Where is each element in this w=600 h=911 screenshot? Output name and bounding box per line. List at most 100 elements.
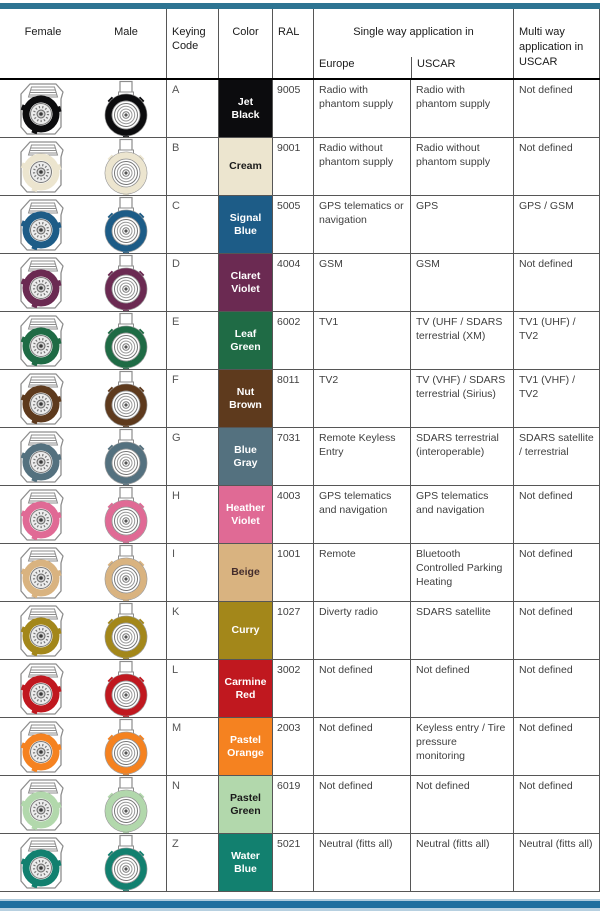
bottom-accent-line-fade <box>0 908 600 911</box>
table-row: E Leaf Green 6002 TV1 TV (UHF / SDARS te… <box>0 312 600 370</box>
male-connector <box>86 254 166 311</box>
application-multi-uscar: TV1 (VHF) / TV2 <box>513 370 600 427</box>
keying-code: A <box>166 80 218 137</box>
color-swatch: Curry <box>218 602 272 659</box>
keying-code: L <box>166 660 218 717</box>
female-connector-icon <box>20 662 64 715</box>
female-connector <box>0 486 86 543</box>
male-connector <box>86 370 166 427</box>
application-multi-uscar: Neutral (fitts all) <box>513 834 600 891</box>
female-connector-icon <box>20 836 64 889</box>
application-uscar: TV (VHF) / SDARS terrestrial (Sirius) <box>410 370 513 427</box>
color-swatch: Nut Brown <box>218 370 272 427</box>
header-single-way-subrow: Europe USCAR <box>314 57 513 78</box>
male-connector-icon <box>104 138 148 195</box>
application-europe: Diverty radio <box>313 602 410 659</box>
ral-number: 1027 <box>272 602 313 659</box>
ral-number: 5021 <box>272 834 313 891</box>
keying-code: F <box>166 370 218 427</box>
table-row: G Blue Gray 7031 Remote Keyless Entry SD… <box>0 428 600 486</box>
application-uscar: GPS telematics and navigation <box>410 486 513 543</box>
female-connector-icon <box>20 720 64 773</box>
keying-code: B <box>166 138 218 195</box>
header-male: Male <box>114 26 138 38</box>
application-uscar: Not defined <box>410 776 513 833</box>
male-connector <box>86 80 166 137</box>
header-keying-code: Keying Code <box>166 9 218 78</box>
header-single-way-title: Single way application in <box>353 26 474 38</box>
male-connector-icon <box>104 834 148 891</box>
ral-number: 6002 <box>272 312 313 369</box>
male-connector-icon <box>104 544 148 601</box>
female-connector <box>0 602 86 659</box>
male-connector <box>86 428 166 485</box>
female-connector <box>0 428 86 485</box>
female-connector <box>0 834 86 891</box>
table-row: L Carmine Red 3002 Not defined Not defin… <box>0 660 600 718</box>
application-uscar: GPS <box>410 196 513 253</box>
application-multi-uscar: TV1 (UHF) / TV2 <box>513 312 600 369</box>
application-uscar: Keyless entry / Tire pressure monitoring <box>410 718 513 775</box>
table-row: B Cream 9001 Radio without phantom suppl… <box>0 138 600 196</box>
ral-number: 5005 <box>272 196 313 253</box>
application-multi-uscar: Not defined <box>513 486 600 543</box>
male-connector <box>86 544 166 601</box>
application-uscar: Neutral (fitts all) <box>410 834 513 891</box>
ral-number: 7031 <box>272 428 313 485</box>
male-connector <box>86 486 166 543</box>
application-uscar: SDARS terrestrial (interoperable) <box>410 428 513 485</box>
table-row: Z Water Blue 5021 Neutral (fitts all) Ne… <box>0 834 600 892</box>
keying-code: I <box>166 544 218 601</box>
table-header: Female Male Keying Code Color RAL Single… <box>0 9 600 80</box>
header-female: Female <box>24 26 62 38</box>
application-multi-uscar: Not defined <box>513 80 600 137</box>
keying-code: N <box>166 776 218 833</box>
female-connector <box>0 138 86 195</box>
application-europe: TV2 <box>313 370 410 427</box>
bottom-accent-bar <box>0 901 600 908</box>
female-connector-icon <box>20 256 64 309</box>
male-connector-icon <box>104 80 148 137</box>
table-row: H Heather Violet 4003 GPS telematics and… <box>0 486 600 544</box>
male-connector-icon <box>104 660 148 717</box>
male-connector-icon <box>104 486 148 543</box>
application-multi-uscar: Not defined <box>513 138 600 195</box>
male-connector <box>86 602 166 659</box>
header-uscar: USCAR <box>411 57 513 78</box>
table-row: I Beige 1001 Remote Bluetooth Controlled… <box>0 544 600 602</box>
application-europe: Remote Keyless Entry <box>313 428 410 485</box>
keying-code: D <box>166 254 218 311</box>
application-uscar: Bluetooth Controlled Parking Heating <box>410 544 513 601</box>
keying-code: H <box>166 486 218 543</box>
table-row: D Claret Violet 4004 GSM GSM Not defined <box>0 254 600 312</box>
application-multi-uscar: SDARS satellite / terrestrial <box>513 428 600 485</box>
application-europe: Not defined <box>313 718 410 775</box>
application-multi-uscar: Not defined <box>513 718 600 775</box>
ral-number: 4004 <box>272 254 313 311</box>
male-connector <box>86 312 166 369</box>
color-swatch: Leaf Green <box>218 312 272 369</box>
application-multi-uscar: Not defined <box>513 544 600 601</box>
male-connector <box>86 196 166 253</box>
male-connector-icon <box>104 428 148 485</box>
color-swatch: Beige <box>218 544 272 601</box>
application-multi-uscar: Not defined <box>513 776 600 833</box>
header-ral: RAL <box>272 9 313 78</box>
female-connector <box>0 254 86 311</box>
application-multi-uscar: Not defined <box>513 660 600 717</box>
bottom-accent-line-light <box>0 899 600 901</box>
ral-number: 4003 <box>272 486 313 543</box>
table-row: C Signal Blue 5005 GPS telematics or nav… <box>0 196 600 254</box>
application-europe: Remote <box>313 544 410 601</box>
female-connector <box>0 370 86 427</box>
application-europe: GPS telematics and navigation <box>313 486 410 543</box>
keying-code: Z <box>166 834 218 891</box>
header-single-way: Single way application in Europe USCAR <box>313 9 513 78</box>
female-connector-icon <box>20 430 64 483</box>
top-accent-bar <box>0 3 600 9</box>
female-connector <box>0 718 86 775</box>
application-uscar: GSM <box>410 254 513 311</box>
header-multi-way: Multi way application in USCAR <box>513 9 600 78</box>
keying-code: K <box>166 602 218 659</box>
